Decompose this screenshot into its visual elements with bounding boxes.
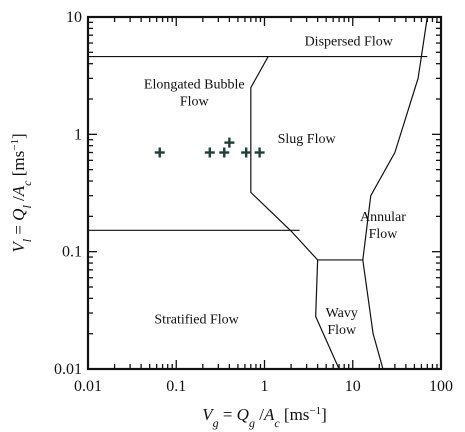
data-point xyxy=(224,137,235,148)
axis-ticks xyxy=(87,16,442,370)
y-tick-label: 10 xyxy=(66,9,82,26)
data-points xyxy=(154,137,265,158)
data-point xyxy=(204,147,215,158)
regime-boundary xyxy=(315,259,340,370)
boundary-lines xyxy=(88,16,428,370)
y-tick-label: 1 xyxy=(74,126,82,143)
region-label: Annular Flow xyxy=(360,210,406,242)
y-tick-label: 0.1 xyxy=(62,244,82,261)
regime-boundary xyxy=(250,16,428,261)
y-axis-title: Vl = Ql /Ac [ms−1] xyxy=(9,133,34,252)
data-point xyxy=(241,147,252,158)
x-tick-label: 0.1 xyxy=(166,378,186,395)
y-tick-label: 0.01 xyxy=(54,361,82,378)
regime-boundary xyxy=(362,259,384,370)
region-labels: Dispersed Flow Elongated Bubble Flow Slug F… xyxy=(144,35,406,338)
region-label: Dispersed Flow xyxy=(305,35,394,50)
data-point xyxy=(154,147,165,158)
x-tick-label: 1 xyxy=(261,378,269,395)
x-tick-label: 100 xyxy=(429,378,453,395)
x-tick-label: 0.01 xyxy=(74,378,102,395)
region-label: Slug Flow xyxy=(278,132,337,147)
data-point xyxy=(219,147,230,158)
x-axis-title: Vg = Qg /Ac [ms−1] xyxy=(202,405,327,430)
region-label: Wavy Flow xyxy=(326,306,358,338)
x-tick-label: 10 xyxy=(345,378,361,395)
region-label: Stratified Flow xyxy=(154,312,239,327)
plot-frame xyxy=(86,15,443,371)
tick-labels: 0.01 0.1 1 10 100 0.01 0.1 1 10 xyxy=(54,9,453,395)
region-label: Elongated Bubble Flow xyxy=(144,77,245,109)
data-point xyxy=(254,147,265,158)
